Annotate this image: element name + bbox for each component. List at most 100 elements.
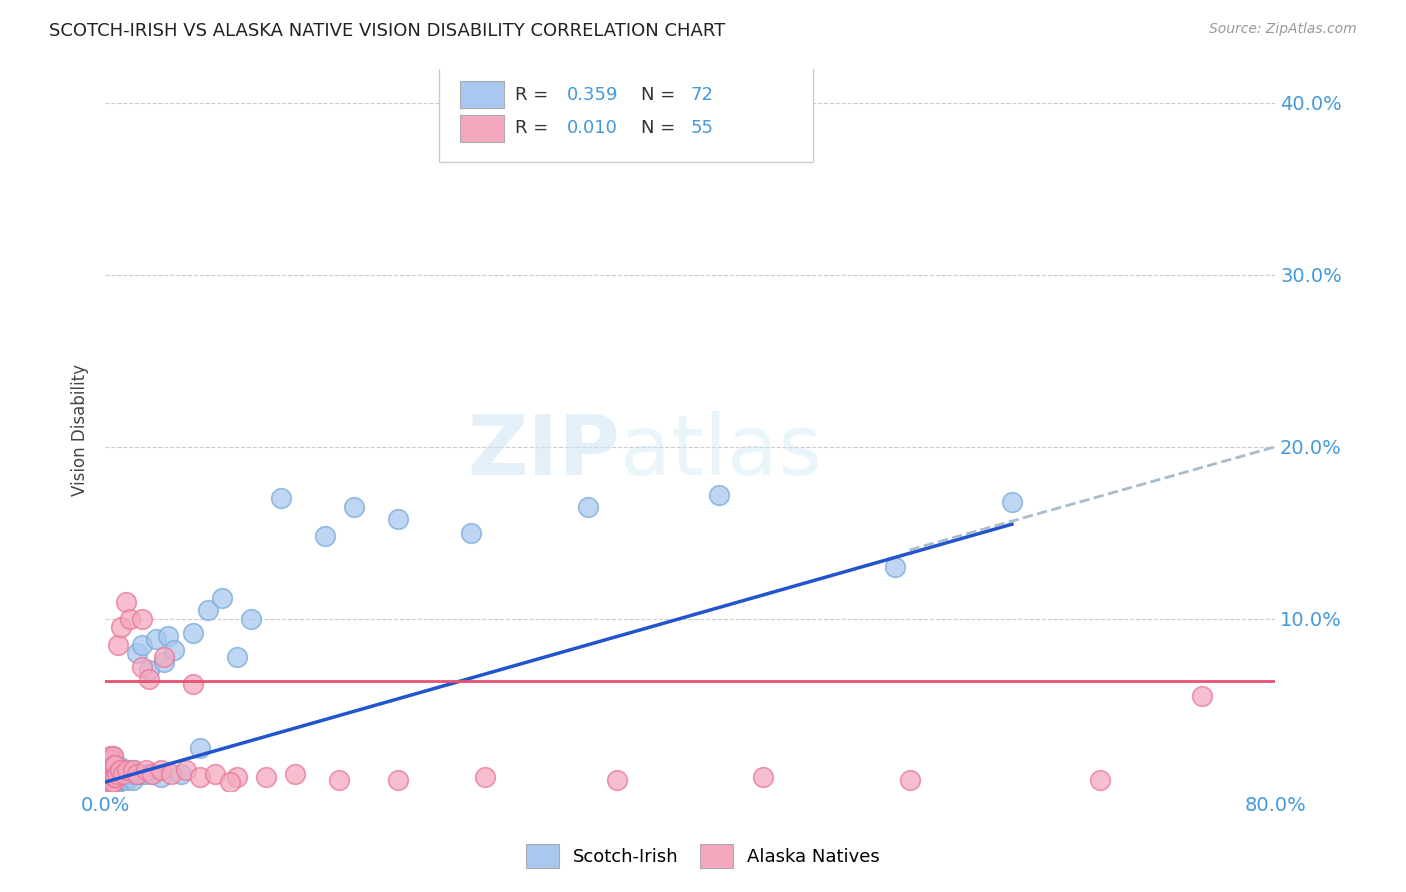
Point xyxy=(96,766,118,780)
Point xyxy=(112,772,135,786)
Point xyxy=(100,758,122,772)
Text: N =: N = xyxy=(641,120,681,137)
Point xyxy=(97,759,120,773)
Point xyxy=(107,638,129,652)
Point xyxy=(898,773,921,788)
Point xyxy=(135,763,157,777)
Point xyxy=(111,766,134,780)
Point xyxy=(97,775,120,789)
Point xyxy=(100,766,122,780)
Point xyxy=(115,773,138,788)
Point xyxy=(97,772,120,786)
Point xyxy=(96,775,118,789)
Point xyxy=(270,491,292,506)
Text: Source: ZipAtlas.com: Source: ZipAtlas.com xyxy=(1209,22,1357,37)
Point xyxy=(225,770,247,784)
Point xyxy=(188,770,211,784)
Point xyxy=(131,638,153,652)
Point xyxy=(100,779,122,793)
Point xyxy=(149,770,172,784)
Point xyxy=(141,766,163,780)
Point xyxy=(131,660,153,674)
Point xyxy=(117,766,139,780)
Point xyxy=(97,766,120,780)
Point xyxy=(884,560,907,574)
Point xyxy=(103,763,125,777)
Point xyxy=(125,766,148,780)
Text: 0.359: 0.359 xyxy=(568,86,619,103)
Text: SCOTCH-IRISH VS ALASKA NATIVE VISION DISABILITY CORRELATION CHART: SCOTCH-IRISH VS ALASKA NATIVE VISION DIS… xyxy=(49,22,725,40)
Point xyxy=(103,772,125,786)
FancyBboxPatch shape xyxy=(439,65,813,162)
Point xyxy=(98,763,121,777)
Point xyxy=(1088,773,1111,788)
Point xyxy=(101,763,124,777)
Point xyxy=(170,766,193,780)
Point xyxy=(101,763,124,777)
Point xyxy=(254,770,277,784)
Point xyxy=(752,770,775,784)
Point xyxy=(120,770,142,784)
Point xyxy=(108,763,131,777)
Point xyxy=(152,649,174,664)
Point xyxy=(98,775,121,789)
Point xyxy=(138,663,160,677)
Point xyxy=(314,529,336,543)
Point xyxy=(101,775,124,789)
Point xyxy=(127,766,149,780)
Point xyxy=(107,775,129,789)
Point xyxy=(101,770,124,784)
Point xyxy=(98,749,121,764)
Point xyxy=(96,779,118,793)
Point xyxy=(160,766,183,780)
Point xyxy=(387,512,409,526)
Point xyxy=(115,763,138,777)
Point xyxy=(284,766,307,780)
Point xyxy=(606,773,628,788)
Point xyxy=(98,772,121,786)
Point xyxy=(96,770,118,784)
Point xyxy=(103,777,125,791)
Point xyxy=(181,625,204,640)
Text: 0.010: 0.010 xyxy=(568,120,619,137)
Point xyxy=(163,642,186,657)
Point xyxy=(97,779,120,793)
Point xyxy=(110,620,132,634)
Text: 55: 55 xyxy=(690,120,713,137)
Point xyxy=(328,773,350,788)
Point xyxy=(105,766,128,780)
Point xyxy=(108,759,131,773)
Point xyxy=(211,591,233,606)
Point xyxy=(100,775,122,789)
Point xyxy=(576,500,599,514)
Text: atlas: atlas xyxy=(620,411,821,491)
Point xyxy=(101,779,124,793)
Point xyxy=(96,773,118,788)
Point xyxy=(98,779,121,793)
Point xyxy=(127,646,149,660)
Point xyxy=(101,775,124,789)
Point xyxy=(474,770,496,784)
Point xyxy=(104,770,127,784)
FancyBboxPatch shape xyxy=(460,81,505,108)
Point xyxy=(98,763,121,777)
Point xyxy=(105,766,128,780)
Point xyxy=(101,749,124,764)
Point xyxy=(114,763,136,777)
Point xyxy=(157,629,180,643)
Point xyxy=(103,770,125,784)
Point xyxy=(149,763,172,777)
Point xyxy=(100,753,122,767)
Point xyxy=(104,758,127,772)
Point xyxy=(152,655,174,669)
Point xyxy=(100,768,122,782)
Point xyxy=(218,775,240,789)
Text: ZIP: ZIP xyxy=(468,411,620,491)
Point xyxy=(107,763,129,777)
Point xyxy=(104,758,127,772)
Point xyxy=(197,603,219,617)
Point xyxy=(1191,689,1213,703)
Point xyxy=(96,779,118,793)
Point xyxy=(105,775,128,789)
Point xyxy=(134,766,156,780)
